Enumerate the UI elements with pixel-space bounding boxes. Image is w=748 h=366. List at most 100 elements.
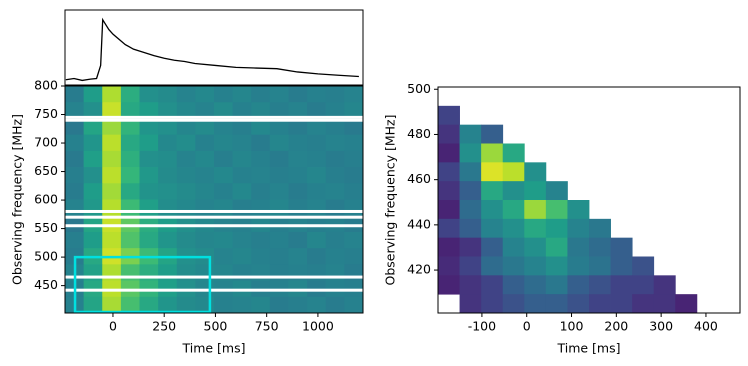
heatmap-cell: [195, 118, 215, 136]
heatmap-cell: [325, 167, 345, 184]
heatmap-cell: [102, 134, 122, 152]
heatmap-cell: [139, 150, 159, 168]
heatmap-cell: [251, 134, 271, 152]
heatmap-cell: [269, 231, 289, 249]
masked-channel: [65, 275, 363, 279]
heatmap-cell: [232, 215, 252, 233]
heatmap-cell: [195, 134, 215, 152]
heatmap-cell: [83, 86, 103, 103]
x-tick-label: 100: [560, 319, 584, 334]
heatmap-cell: [139, 199, 159, 217]
heatmap-cell: [307, 231, 327, 249]
heatmap-cell: [481, 294, 504, 314]
heatmap-cell: [459, 275, 482, 295]
heatmap-cell: [307, 118, 327, 136]
heatmap-cell: [214, 118, 234, 136]
heatmap-cell: [65, 215, 85, 233]
heatmap-cell: [307, 248, 327, 265]
heatmap-cell: [269, 183, 289, 200]
heatmap-cell: [344, 248, 364, 265]
heatmap-cell: [325, 118, 345, 136]
y-tick-label: 550: [34, 220, 58, 235]
y-tick-label: 480: [407, 126, 431, 141]
heatmap-cell: [139, 167, 159, 184]
heatmap-cell: [176, 183, 196, 200]
heatmap-cell: [102, 86, 122, 103]
heatmap-cell: [102, 215, 122, 233]
heatmap-cell: [481, 143, 504, 163]
heatmap-cell: [176, 231, 196, 249]
heatmap-cell: [176, 86, 196, 103]
y-tick-label: 700: [34, 135, 58, 150]
masked-channel: [65, 115, 363, 119]
heatmap-cell: [83, 296, 103, 314]
heatmap-cell: [65, 167, 85, 184]
masked-channel: [65, 209, 363, 213]
heatmap-cell: [139, 134, 159, 152]
y-tick-label: 450: [34, 277, 58, 292]
heatmap-cell: [325, 199, 345, 217]
heatmap-cell: [545, 200, 568, 220]
heatmap-cell: [83, 199, 103, 217]
heatmap-cell: [139, 231, 159, 249]
heatmap-cell: [232, 199, 252, 217]
heatmap-cell: [251, 199, 271, 217]
heatmap-cell: [232, 102, 252, 119]
heatmap-cell: [288, 248, 308, 265]
heatmap-cell: [344, 167, 364, 184]
heatmap-cell: [120, 199, 140, 217]
heatmap-cell: [524, 275, 547, 295]
heatmap-cell: [65, 102, 85, 119]
heatmap-cell: [269, 248, 289, 265]
heatmap-cell: [251, 150, 271, 168]
heatmap-cell: [139, 86, 159, 103]
heatmap-cell: [269, 215, 289, 233]
y-tick-label: 420: [407, 262, 431, 277]
heatmap-cell: [502, 200, 525, 220]
heatmap-cell: [158, 150, 178, 168]
heatmap-cell: [325, 231, 345, 249]
heatmap-cell: [195, 183, 215, 200]
heatmap-cell: [158, 134, 178, 152]
heatmap-cell: [176, 296, 196, 314]
heatmap-cell: [232, 150, 252, 168]
heatmap-cell: [214, 102, 234, 119]
heatmap-cell: [610, 294, 633, 314]
axes-frame: [64, 9, 364, 86]
heatmap-cell: [524, 162, 547, 182]
heatmap-cell: [83, 102, 103, 119]
heatmap-cell: [610, 256, 633, 276]
heatmap-cell: [65, 183, 85, 200]
heatmap-cell: [567, 275, 590, 295]
heatmap-cell: [83, 183, 103, 200]
heatmap-cell: [176, 150, 196, 168]
heatmap-cell: [158, 296, 178, 314]
masked-channel: [65, 224, 363, 228]
heatmap-cell: [325, 183, 345, 200]
heatmap-cell: [502, 181, 525, 201]
heatmap-cell: [481, 181, 504, 201]
heatmap-cell: [524, 237, 547, 257]
y-tick-label: 750: [34, 106, 58, 121]
heatmap-cell: [632, 275, 655, 295]
heatmap-cell: [288, 150, 308, 168]
heatmap-cell: [65, 199, 85, 217]
heatmap-cell: [83, 134, 103, 152]
profile-line: [65, 17, 359, 82]
heatmap-cell: [214, 167, 234, 184]
heatmap-cell: [307, 296, 327, 314]
heatmap-cell: [232, 167, 252, 184]
heatmap-cell: [502, 256, 525, 276]
heatmap-cell: [481, 237, 504, 257]
heatmap-cell: [567, 256, 590, 276]
heatmap-cell: [102, 296, 122, 314]
heatmap-cell: [83, 118, 103, 136]
heatmap-cell: [158, 215, 178, 233]
heatmap-cell: [632, 294, 655, 314]
heatmap-cell: [158, 199, 178, 217]
heatmap-cell: [139, 296, 159, 314]
heatmap-cell: [524, 200, 547, 220]
heatmap-cell: [524, 256, 547, 276]
heatmap-cell: [269, 134, 289, 152]
